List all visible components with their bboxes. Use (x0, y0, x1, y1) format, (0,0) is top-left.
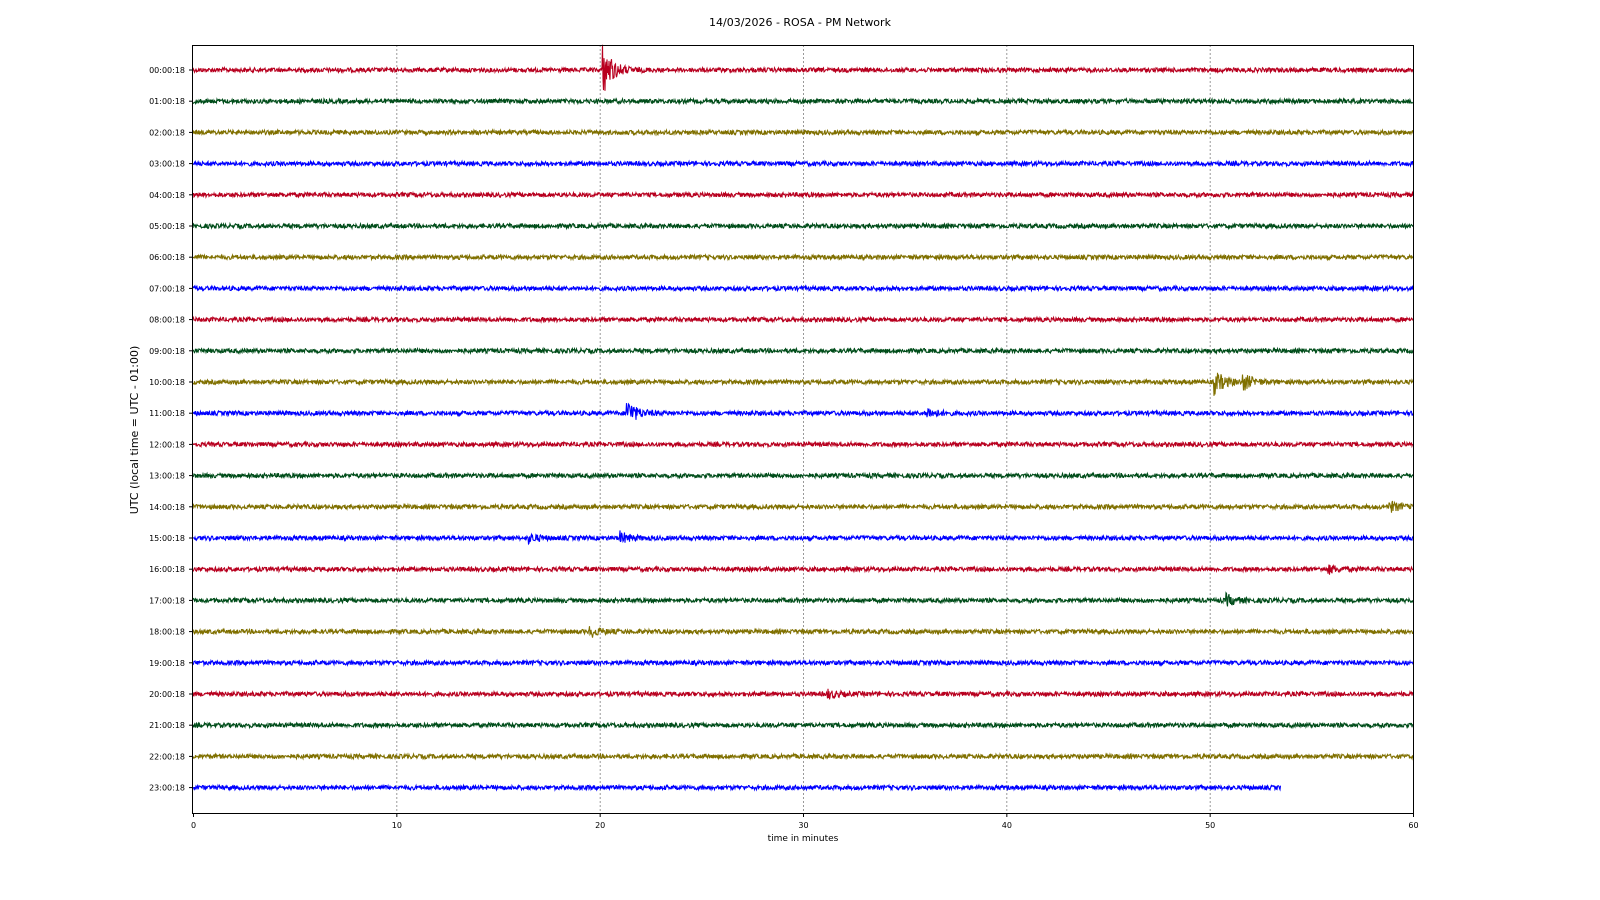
x-axis-label: time in minutes (768, 834, 839, 844)
trace-12:00:18 (192, 440, 1414, 449)
trace-01:00:18 (192, 96, 1414, 106)
trace-11:00:18 (192, 402, 1414, 420)
trace-16:00:18 (192, 563, 1414, 575)
y-tick-label: 20:00:18 (149, 690, 185, 699)
y-tick-label: 16:00:18 (149, 565, 185, 574)
trace-17:00:18 (192, 591, 1414, 607)
y-tick-label: 19:00:18 (149, 659, 185, 668)
x-tick-label: 10 (392, 821, 402, 830)
trace-23:00:18 (192, 783, 1282, 792)
y-tick-label: 09:00:18 (149, 347, 185, 356)
y-tick-label: 17:00:18 (149, 596, 185, 605)
y-tick-label: 12:00:18 (149, 440, 185, 449)
trace-04:00:18 (192, 190, 1414, 200)
trace-15:00:18 (192, 530, 1414, 546)
y-tick-label: 04:00:18 (149, 191, 185, 200)
x-axis: 0 10 20 30 40 50 60 (191, 813, 1419, 830)
y-tick-label: 06:00:18 (149, 253, 185, 262)
y-tick-label: 02:00:18 (149, 128, 185, 137)
x-grid (396, 45, 1211, 813)
y-tick-label: 10:00:18 (149, 378, 185, 387)
trace-14:00:18 (192, 500, 1414, 513)
trace-02:00:18 (192, 128, 1414, 137)
y-axis-label: UTC (local time = UTC - 01:00) (128, 346, 141, 515)
y-tick-label: 18:00:18 (149, 628, 185, 637)
x-tick-label: 30 (798, 821, 808, 830)
trace-00:00:18 (192, 44, 1414, 91)
trace-20:00:18 (192, 688, 1414, 700)
trace-06:00:18 (192, 252, 1414, 262)
y-tick-label: 07:00:18 (149, 284, 185, 293)
trace-08:00:18 (192, 315, 1414, 324)
y-tick-label: 14:00:18 (149, 503, 185, 512)
y-tick-label: 21:00:18 (149, 721, 185, 730)
trace-22:00:18 (192, 752, 1414, 761)
x-tick-label: 40 (1002, 821, 1012, 830)
y-tick-label: 01:00:18 (149, 97, 185, 106)
trace-13:00:18 (192, 471, 1414, 480)
trace-03:00:18 (192, 159, 1414, 168)
traces (192, 44, 1414, 792)
trace-10:00:18 (192, 372, 1414, 396)
trace-18:00:18 (192, 626, 1414, 638)
x-tick-label: 0 (191, 821, 196, 830)
y-tick-label: 05:00:18 (149, 222, 185, 231)
y-tick-label: 00:00:18 (149, 66, 185, 75)
x-tick-label: 20 (595, 821, 605, 830)
trace-09:00:18 (192, 346, 1414, 356)
y-tick-label: 13:00:18 (149, 472, 185, 481)
y-tick-label: 11:00:18 (149, 409, 185, 418)
y-tick-label: 23:00:18 (149, 784, 185, 793)
y-tick-label: 22:00:18 (149, 752, 185, 761)
y-tick-label: 15:00:18 (149, 534, 185, 543)
y-axis: 00:00:18 01:00:18 02:00:18 03:00:18 04:00:18… (149, 66, 193, 793)
x-tick-label: 60 (1408, 821, 1418, 830)
plot-frame (192, 45, 1414, 814)
y-tick-label: 03:00:18 (149, 160, 185, 169)
trace-05:00:18 (192, 221, 1414, 231)
chart-title: 14/03/2026 - ROSA - PM Network (709, 16, 892, 29)
trace-21:00:18 (192, 720, 1414, 730)
trace-19:00:18 (192, 658, 1414, 668)
trace-07:00:18 (192, 284, 1414, 293)
x-tick-label: 50 (1205, 821, 1215, 830)
y-tick-label: 08:00:18 (149, 316, 185, 325)
